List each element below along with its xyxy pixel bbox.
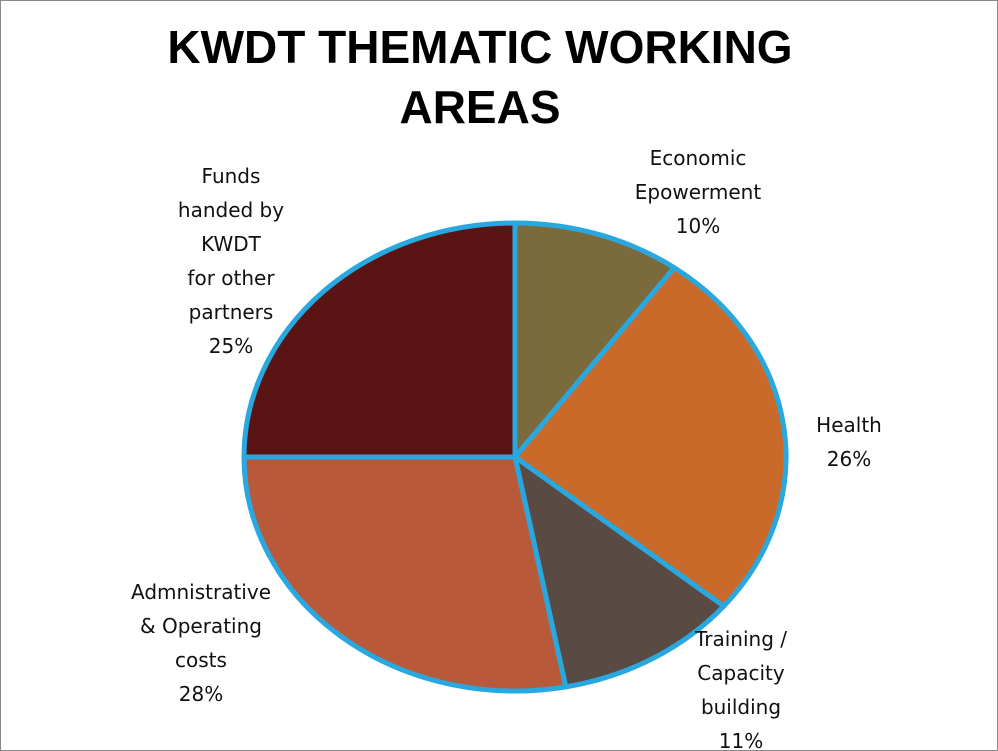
category-label: Funds handed by KWDT for other partners [177,164,285,324]
chart-title: KWDT THEMATIC WORKING AREAS [167,21,793,133]
pie-slice [512,454,727,690]
slice-label: Economic Epowerment 10% [588,141,808,243]
value-label: 10% [675,214,721,238]
value-label: 11% [718,729,764,751]
category-label: Health [816,413,882,437]
slice-label: Health 26% [739,408,959,476]
value-label: 26% [826,447,872,471]
pie-slice [241,220,518,460]
category-label: Training / Capacity building [694,627,787,719]
slice-label: Admnistrative & Operating costs 28% [91,575,311,711]
value-label: 25% [208,334,254,358]
pie-slice [512,265,789,609]
pie-slice [512,220,677,460]
category-label: Economic Epowerment [634,146,762,204]
pie-slice [241,454,569,694]
value-label: 28% [178,682,224,706]
slice-label: Funds handed by KWDT for other partners 2… [121,159,341,363]
category-label: Admnistrative & Operating costs [130,580,272,672]
slice-label: Training / Capacity building 11% [631,622,851,751]
